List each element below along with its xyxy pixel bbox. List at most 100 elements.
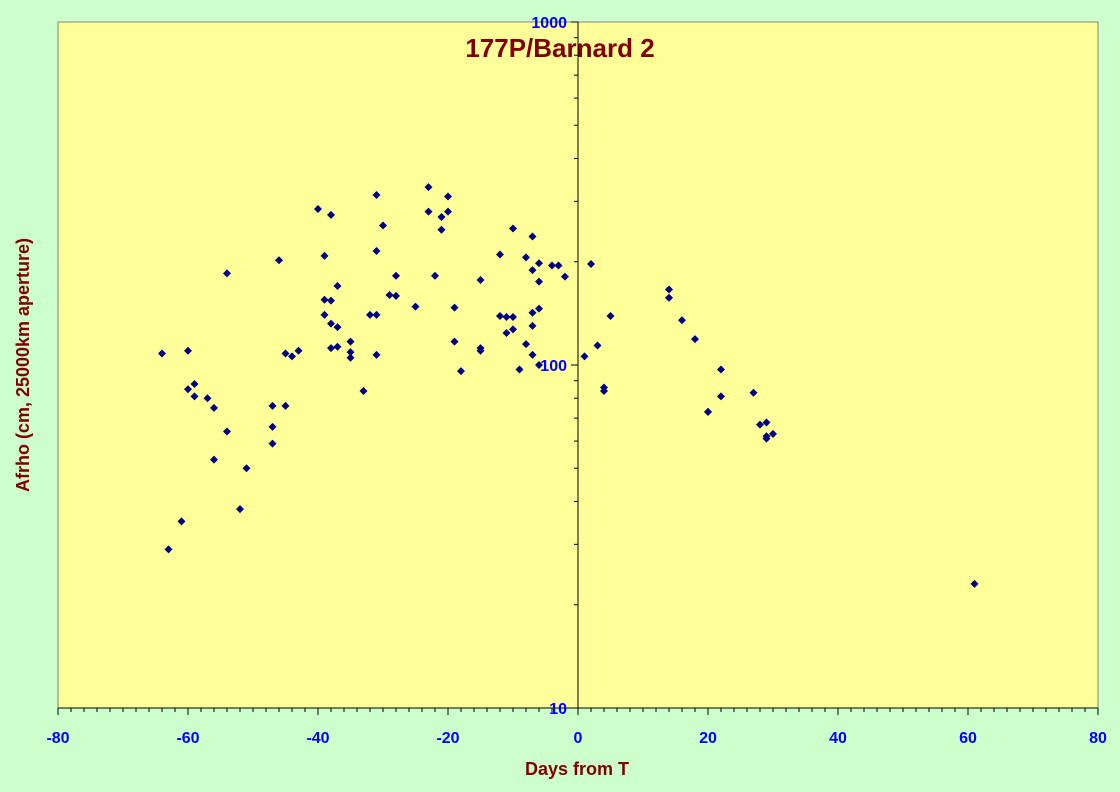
data-point [320,295,329,304]
data-point [372,350,381,359]
data-point [411,302,420,311]
data-point [580,352,589,361]
data-point [444,207,452,216]
x-tick-label: 80 [1089,730,1107,747]
data-point [450,337,459,346]
data-point [502,313,511,322]
data-point [320,251,329,260]
data-point [275,256,283,265]
data-point [210,403,218,412]
data-points [158,183,979,588]
data-point [528,350,537,359]
data-point [424,207,433,216]
data-point [762,418,771,427]
tick-labels: -80 -60 -40 -20 0 20 40 60 80 10 100 1000 [46,15,1107,747]
data-point [268,401,277,410]
data-point [379,221,387,230]
data-point [437,225,446,234]
data-point [704,407,712,416]
data-point [392,291,400,300]
data-point [561,272,569,281]
data-point [593,341,602,350]
data-point [372,310,381,319]
data-point [528,266,537,275]
data-point [190,380,199,389]
data-point [223,427,231,436]
data-point [528,308,537,317]
data-point [210,455,218,464]
data-point [158,349,166,358]
data-point [535,304,543,313]
data-point [509,325,517,334]
data-point [522,253,530,262]
data-point [437,213,446,222]
x-tick-label: 60 [959,730,977,747]
data-point [268,422,277,431]
data-point [717,392,725,401]
data-point [333,342,342,351]
data-point [327,210,335,219]
data-point [496,311,504,320]
data-point [476,275,485,284]
y-tick-label: 100 [540,358,567,375]
data-point [535,361,543,369]
data-point [242,464,251,473]
data-point [314,204,322,213]
data-point [762,434,771,443]
x-tick-label: 0 [574,730,583,747]
x-axis-title: Days from T [525,759,629,779]
data-point [548,261,556,270]
data-point [327,344,335,353]
data-point [678,316,686,325]
data-point [450,303,459,312]
data-point [236,505,244,514]
data-point [366,310,374,319]
data-point [203,394,212,403]
data-point [372,246,381,255]
data-point [346,353,355,362]
data-point [522,340,530,349]
data-point [444,192,452,201]
data-point [515,365,524,374]
x-tick-label: -20 [436,730,459,747]
data-point [190,392,199,401]
data-point [665,285,673,294]
y-tick-label: 1000 [531,15,567,32]
data-point [372,191,381,200]
tick-marks [57,21,1099,715]
data-point [502,328,511,337]
data-point [587,259,595,268]
data-point [600,386,608,395]
x-tick-label: 40 [829,730,847,747]
data-point [294,346,303,355]
data-point [769,429,777,438]
data-point [327,296,335,305]
data-point [177,517,186,526]
data-point [496,250,504,259]
data-point [346,337,355,346]
data-point [691,335,699,344]
data-point [268,439,277,448]
data-point [431,271,439,280]
data-point [385,290,394,299]
x-tick-label: -40 [306,730,329,747]
data-point [535,259,543,268]
data-point [184,385,192,394]
data-point [528,321,537,330]
data-point [509,224,517,233]
data-point [717,365,725,374]
data-point [424,183,433,192]
x-tick-label: -60 [176,730,199,747]
data-point [970,579,979,588]
data-point [288,352,296,361]
data-point [665,293,673,302]
data-point [223,269,231,278]
data-point [327,319,335,328]
data-point [457,367,465,376]
x-tick-label: 20 [699,730,717,747]
data-point [554,261,563,270]
data-point [535,277,543,286]
data-point [281,349,290,358]
